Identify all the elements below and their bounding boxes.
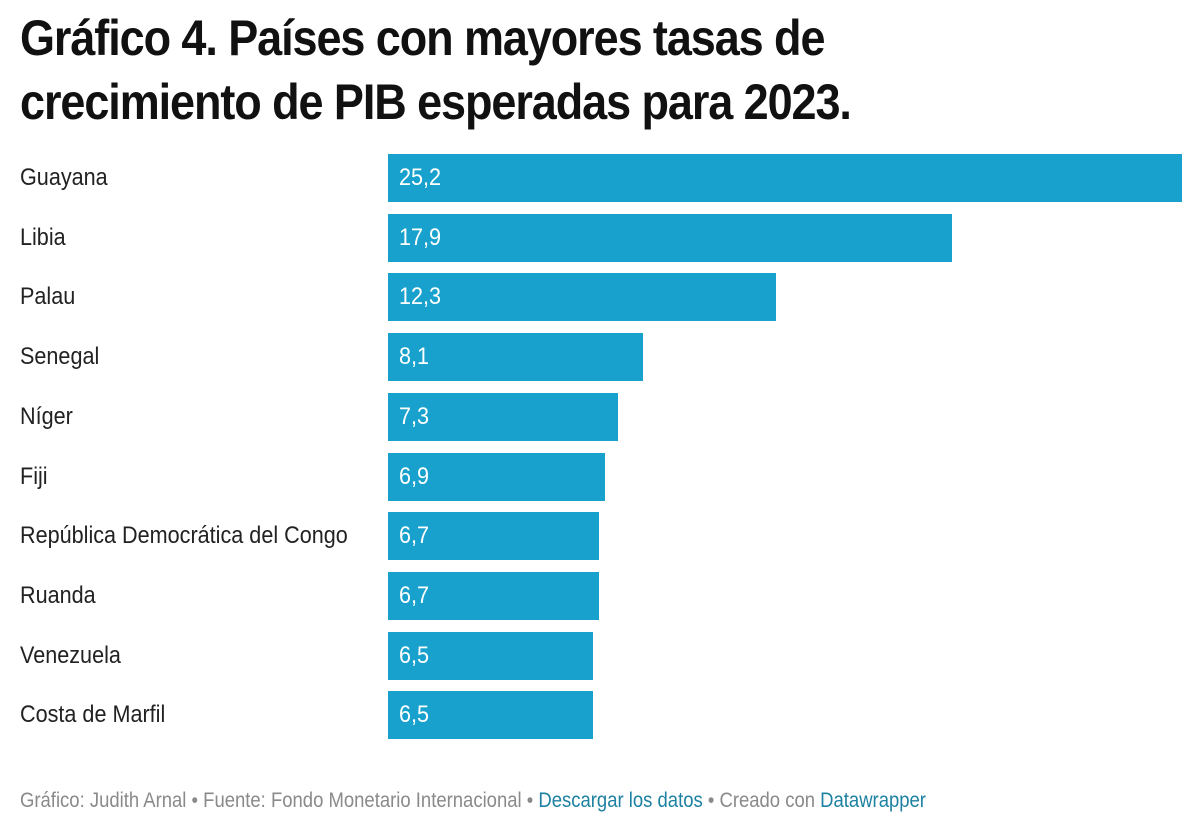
chart-footer: Gráfico: Judith Arnal • Fuente: Fondo Mo… bbox=[20, 786, 926, 816]
bar-value-label: 6,7 bbox=[399, 522, 430, 550]
footer-separator: • bbox=[521, 789, 539, 812]
bar-value-label: 25,2 bbox=[399, 164, 442, 191]
category-label: Fiji bbox=[20, 462, 48, 490]
footer-created-with: Creado con bbox=[719, 789, 821, 812]
bar bbox=[388, 273, 776, 322]
category-label: Palau bbox=[20, 283, 76, 311]
category-label: Guayana bbox=[20, 164, 108, 191]
bar bbox=[388, 333, 644, 382]
bar-value-label: 6,5 bbox=[399, 641, 430, 669]
bar bbox=[388, 154, 1182, 202]
bar bbox=[388, 691, 593, 740]
bar-value-label: 6,9 bbox=[399, 462, 430, 490]
category-label: Costa de Marfil bbox=[20, 701, 166, 729]
footer-separator: • bbox=[186, 789, 204, 812]
category-label: Venezuela bbox=[20, 641, 121, 669]
category-label: Libia bbox=[20, 223, 66, 251]
bar-value-label: 7,3 bbox=[399, 402, 430, 430]
bar bbox=[388, 392, 618, 441]
chart-title: Gráfico 4. Países con mayores tasas de c… bbox=[20, 10, 852, 130]
category-label: República Democrática del Congo bbox=[20, 522, 348, 550]
bar-chart: Guayana 25,2 Libia 17,9 Palau 12,3 Senegal 8,1 N… bbox=[20, 154, 1182, 740]
bar bbox=[388, 213, 952, 262]
bar-value-label: 8,1 bbox=[399, 343, 430, 371]
datawrapper-link[interactable]: Datawrapper bbox=[820, 789, 926, 812]
bar-value-label: 12,3 bbox=[399, 283, 442, 311]
category-label: Ruanda bbox=[20, 581, 96, 609]
bar bbox=[388, 571, 600, 620]
bar-value-label: 17,9 bbox=[399, 223, 442, 251]
footer-credit: Gráfico: Judith Arnal bbox=[20, 789, 187, 812]
category-label: Senegal bbox=[20, 343, 100, 371]
bar-value-label: 6,5 bbox=[399, 701, 430, 729]
bar bbox=[388, 631, 593, 680]
bar-value-label: 6,7 bbox=[399, 581, 430, 609]
bar bbox=[388, 512, 600, 561]
download-data-link[interactable]: Descargar los datos bbox=[538, 789, 703, 812]
footer-source: Fuente: Fondo Monetario Internacional bbox=[203, 789, 522, 812]
category-label: Níger bbox=[20, 402, 73, 430]
footer-separator: • bbox=[702, 789, 720, 812]
bar bbox=[388, 452, 606, 501]
